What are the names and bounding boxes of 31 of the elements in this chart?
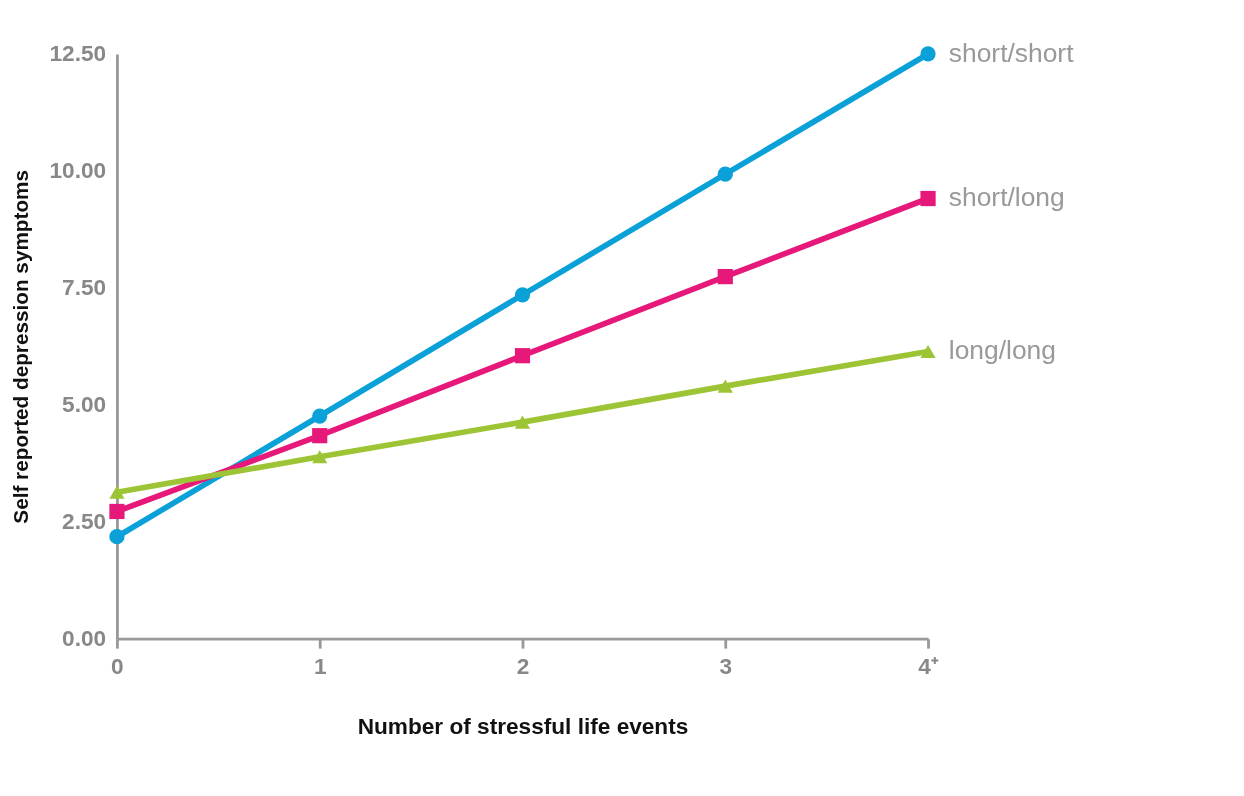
point bbox=[109, 485, 125, 499]
series-label: long/long bbox=[948, 335, 1056, 366]
point bbox=[514, 287, 531, 303]
point bbox=[514, 415, 531, 429]
point bbox=[717, 166, 733, 182]
y-tick-label: 2.50 bbox=[62, 508, 107, 534]
point bbox=[920, 344, 936, 359]
y-tick-label: 5.00 bbox=[62, 391, 107, 417]
point bbox=[312, 428, 328, 444]
x-tick-label: 1 bbox=[313, 654, 327, 680]
x-tick-label: 0 bbox=[111, 654, 124, 680]
point bbox=[109, 503, 125, 520]
y-axis-title: Self reported depression symptoms bbox=[8, 169, 32, 524]
x-tick-label: 2 bbox=[516, 654, 530, 680]
point bbox=[717, 379, 733, 393]
point bbox=[109, 529, 125, 545]
point bbox=[717, 269, 733, 285]
point bbox=[920, 190, 936, 207]
x-tick-label: 4⁺ bbox=[918, 654, 939, 680]
series-label: short/short bbox=[948, 37, 1075, 68]
point bbox=[920, 46, 936, 62]
point bbox=[514, 348, 531, 364]
y-tick-label: 12.50 bbox=[49, 41, 107, 67]
x-axis-title: Number of stressful life events bbox=[357, 714, 689, 740]
y-tick-label: 0.00 bbox=[62, 625, 107, 651]
point bbox=[312, 450, 328, 464]
y-tick-label: 7.50 bbox=[62, 274, 107, 300]
y-tick-label: 10.00 bbox=[49, 157, 107, 183]
point bbox=[312, 408, 328, 424]
x-tick-label: 3 bbox=[719, 654, 733, 680]
series-label: short/long bbox=[948, 182, 1065, 213]
